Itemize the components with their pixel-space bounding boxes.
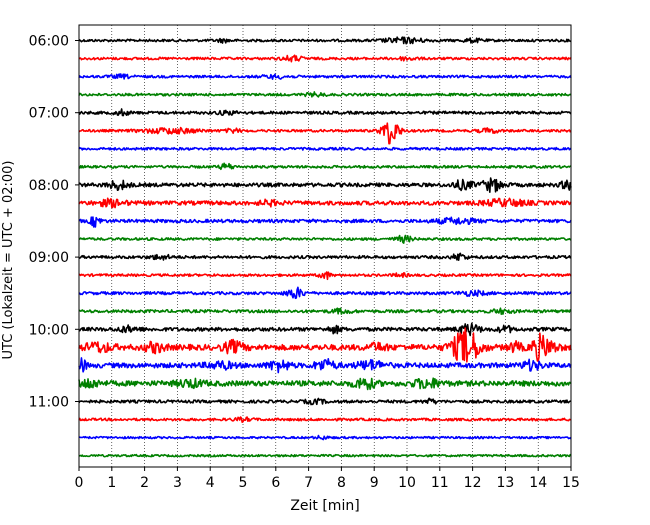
trace-0915 — [78, 271, 572, 281]
trace-1045 — [78, 377, 572, 391]
x-tick-label: 1 — [107, 475, 116, 491]
x-axis-ticks: 0 1 2 3 4 5 6 7 8 9 10 11 12 13 14 15 — [75, 467, 580, 491]
x-tick-label: 7 — [304, 475, 313, 491]
trace-1145 — [78, 453, 572, 458]
trace-lines — [78, 36, 572, 458]
x-tick-label: 4 — [206, 475, 215, 491]
x-tick-label: 14 — [529, 475, 547, 491]
x-tick-label: 8 — [337, 475, 346, 491]
plot-frame — [78, 24, 572, 468]
trace-1130 — [78, 434, 572, 441]
trace-1015 — [78, 327, 572, 363]
y-tick-label: 08:00 — [29, 178, 69, 194]
trace-0845 — [78, 234, 572, 244]
trace-0615 — [78, 54, 572, 63]
y-axis-label: UTC (Lokalzeit = UTC + 02:00) — [1, 161, 16, 360]
x-axis-label: Zeit [min] — [290, 498, 359, 514]
trace-0630 — [78, 73, 572, 80]
trace-0900 — [78, 252, 572, 261]
x-tick-label: 12 — [464, 475, 482, 491]
trace-0930 — [78, 286, 572, 300]
trace-1000 — [78, 322, 572, 337]
x-tick-label: 5 — [239, 475, 248, 491]
trace-0945 — [78, 307, 572, 316]
trace-0815 — [78, 197, 572, 209]
trace-1115 — [78, 416, 572, 423]
trace-1100 — [78, 397, 572, 406]
trace-0645 — [78, 91, 572, 98]
trace-0830 — [78, 216, 572, 228]
trace-1030 — [78, 357, 572, 374]
trace-0600 — [78, 36, 572, 45]
trace-0800 — [78, 177, 572, 193]
y-tick-label: 10:00 — [29, 322, 69, 338]
x-tick-label: 13 — [496, 475, 514, 491]
y-tick-label: 06:00 — [29, 34, 69, 50]
x-tick-label: 6 — [271, 475, 280, 491]
trace-0715 — [78, 122, 572, 145]
y-axis-ticks: 06:00 07:00 08:00 09:00 10:00 11:00 — [29, 34, 79, 411]
y-tick-label: 09:00 — [29, 250, 69, 266]
y-tick-label: 11:00 — [29, 395, 69, 411]
x-tick-label: 15 — [562, 475, 580, 491]
x-tick-label: 3 — [173, 475, 182, 491]
trace-0730 — [78, 146, 572, 151]
trace-0745 — [78, 162, 572, 171]
x-tick-label: 0 — [75, 475, 84, 491]
y-tick-label: 07:00 — [29, 106, 69, 122]
trace-0700 — [78, 108, 572, 117]
x-tick-label: 2 — [140, 475, 149, 491]
x-tick-label: 9 — [370, 475, 379, 491]
x-tick-label: 11 — [431, 475, 449, 491]
x-tick-label: 10 — [398, 475, 416, 491]
